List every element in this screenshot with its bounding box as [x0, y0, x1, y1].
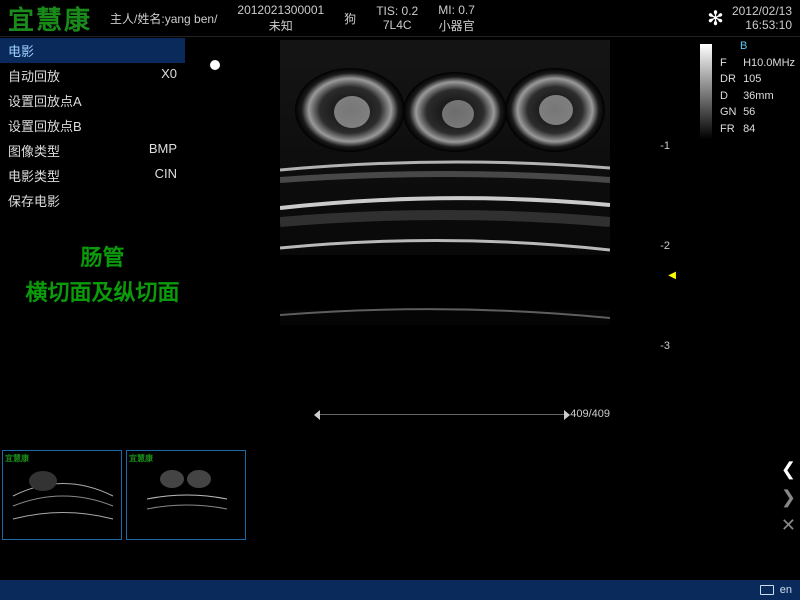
unknown-field: 未知: [237, 17, 324, 34]
menu-item-label: 自动回放: [8, 66, 60, 85]
status-bar: en: [0, 580, 800, 600]
menu-item[interactable]: 图像类型 BMP: [0, 138, 185, 163]
owner-label: 主人/姓名:: [110, 12, 165, 26]
thumbnail[interactable]: 宜慧康: [2, 450, 122, 540]
species: 狗: [334, 10, 366, 27]
menu-item-value: X0: [161, 66, 177, 85]
param-row: DR 105: [720, 71, 795, 88]
depth-tick: -2: [640, 240, 670, 252]
close-icon[interactable]: ✕: [781, 516, 796, 534]
param-row: GN 56: [720, 104, 795, 121]
probe-name: 7L4C: [376, 18, 418, 32]
param-row: FR 84: [720, 121, 795, 138]
menu-title: 电影: [0, 38, 185, 63]
thumbnail[interactable]: 宜慧康: [126, 450, 246, 540]
cine-menu: 电影 自动回放 X0 设置回放点A 设置回放点B 图像类型 BMP 电影类型 CIN 保存电影: [0, 38, 185, 213]
depth-tick: -1: [640, 140, 670, 152]
cine-track[interactable]: [320, 414, 564, 415]
menu-item-value: CIN: [155, 166, 177, 185]
probe-marker-icon: [210, 60, 220, 70]
imaging-params: B F H10.0MHzDR 105D 36mmGN 56FR 84: [720, 38, 795, 137]
depth-scale: -1-2-3 ◀: [630, 40, 670, 380]
next-page-icon[interactable]: ❯: [781, 488, 796, 506]
time-value: 16:53:10: [732, 18, 792, 32]
grayscale-bar: [700, 44, 712, 139]
param-row: D 36mm: [720, 88, 795, 105]
thumbnail-strip: 宜慧康 宜慧康: [2, 450, 246, 540]
image-annotation: 肠管 横切面及纵切面: [10, 240, 195, 310]
ultrasound-image: [280, 40, 610, 400]
menu-item[interactable]: 设置回放点A: [0, 88, 185, 113]
owner-value: yang ben/: [165, 12, 218, 26]
depth-tick: -3: [640, 340, 670, 352]
owner-field: 主人/姓名:yang ben/: [100, 10, 227, 27]
menu-item[interactable]: 电影类型 CIN: [0, 163, 185, 188]
date-value: 2012/02/13: [732, 4, 792, 18]
mi-value: MI: 0.7: [438, 3, 475, 17]
exam-type: 小器官: [438, 17, 475, 34]
param-row: F H10.0MHz: [720, 55, 795, 72]
focus-marker-icon: ◀: [668, 270, 676, 281]
language-indicator[interactable]: en: [780, 584, 792, 596]
mode-label: B: [720, 38, 795, 55]
freeze-icon: ✻: [699, 6, 732, 31]
cine-position: 409/409: [564, 408, 610, 420]
menu-item-label: 设置回放点A: [8, 91, 82, 110]
annotation-line2: 横切面及纵切面: [10, 275, 195, 310]
menu-item-label: 设置回放点B: [8, 116, 82, 135]
cine-slider[interactable]: 409/409: [320, 408, 610, 420]
patient-id: 2012021300001: [237, 3, 324, 17]
menu-item[interactable]: 保存电影: [0, 188, 185, 213]
tis-value: TIS: 0.2: [376, 4, 418, 18]
header-bar: 宜慧康 主人/姓名:yang ben/ 2012021300001 未知 狗 T…: [0, 0, 800, 36]
menu-item-label: 图像类型: [8, 141, 60, 160]
prev-page-icon[interactable]: ❮: [781, 460, 796, 478]
menu-item-value: BMP: [149, 141, 177, 160]
menu-item[interactable]: 设置回放点B: [0, 113, 185, 138]
annotation-line1: 肠管: [10, 240, 195, 275]
menu-item-label: 电影类型: [8, 166, 60, 185]
keyboard-icon[interactable]: [760, 585, 774, 595]
brand-logo: 宜慧康: [0, 0, 100, 37]
datetime: 2012/02/13 16:53:10: [732, 4, 800, 33]
menu-item-label: 保存电影: [8, 191, 60, 210]
thumb-nav: ❮ ❯ ✕: [781, 460, 796, 534]
menu-item[interactable]: 自动回放 X0: [0, 63, 185, 88]
